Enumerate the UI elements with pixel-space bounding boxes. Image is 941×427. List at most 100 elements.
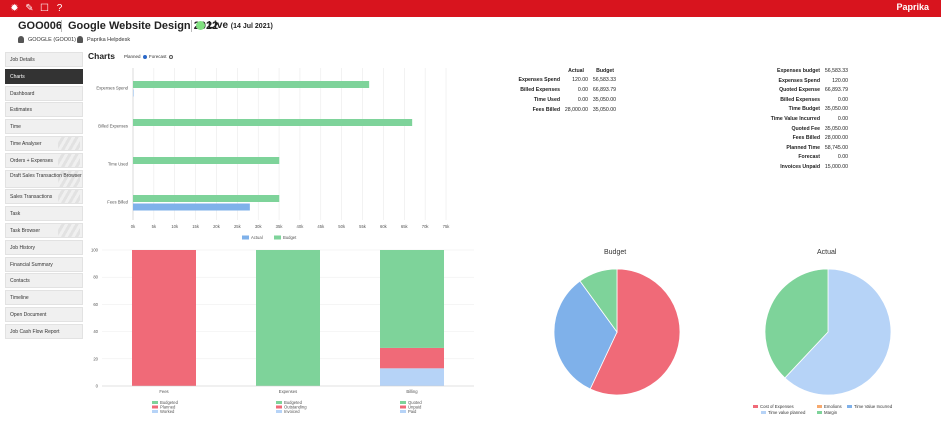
sidebar-item-orders-expenses[interactable]: Orders + Expenses: [5, 152, 83, 168]
sidebar-item-charts[interactable]: Charts: [5, 68, 83, 84]
legend-swatch: [276, 410, 282, 413]
summary-row-label: Expenses Spend: [518, 77, 560, 83]
detail-row-label: Quoted Expense: [779, 87, 820, 94]
help-icon[interactable]: ?: [56, 3, 63, 14]
sidebar-item-label: Financial Summary: [10, 261, 53, 268]
detail-row-label: Time Budget: [788, 106, 820, 113]
legend-label: Unpaid: [408, 405, 422, 410]
stack-segment-unpaid: [380, 347, 444, 369]
budget-pie-chart: [553, 268, 681, 396]
page-title: Charts: [88, 51, 115, 61]
legend-label: Paid: [408, 409, 417, 414]
detail-row-label: Billed Expenses: [780, 96, 820, 103]
pie-slice-time-value-planned: [784, 268, 892, 396]
sidebar-item-label: Time: [10, 124, 21, 131]
stack-segment-budgeted: [256, 250, 320, 386]
sidebar-item-label: Timeline: [10, 295, 29, 302]
category-label: Fees: [159, 389, 168, 394]
sidebar-item-time-analyser[interactable]: Time Analyser: [5, 135, 83, 151]
x-tick-label: 5k: [152, 224, 157, 229]
contact-link[interactable]: Paprika Helpdesk: [87, 37, 131, 43]
legend-label: Budgeted: [284, 400, 303, 405]
summary-row-label: Time Used: [533, 97, 560, 103]
sidebar-item-open-document[interactable]: Open Document: [5, 306, 83, 322]
planned-radio[interactable]: [142, 54, 147, 59]
job-header: GOO006 Google Website Design 2022 Live (…: [0, 17, 941, 47]
budget-bar: [133, 157, 280, 164]
x-tick-label: 45k: [317, 224, 325, 229]
sidebar-item-contacts[interactable]: Contacts: [5, 273, 83, 289]
chevron-pattern: [58, 190, 80, 204]
forecast-label: Forecast: [149, 54, 167, 59]
detail-row-value: 120.00: [832, 77, 848, 84]
client-link[interactable]: GOOGLE (GOO01): [28, 37, 76, 43]
y-tick-label: 100: [91, 248, 99, 253]
sidebar-item-label: Dashboard: [10, 90, 35, 97]
sidebar-item-estimates[interactable]: Estimates: [5, 102, 83, 118]
legend-swatch: [400, 401, 406, 404]
detail-row-label: Time Value Incurred: [770, 116, 820, 122]
y-tick-label: 0: [96, 384, 99, 389]
pie-legend-item: Cost of Expenses: [753, 404, 794, 409]
window-icon[interactable]: ☐: [40, 3, 49, 14]
sidebar-item-dashboard[interactable]: Dashboard: [5, 85, 83, 101]
legend-swatch: [817, 405, 822, 409]
chevron-pattern: [58, 170, 80, 187]
detail-row-label: Invoices Unpaid: [780, 164, 820, 170]
x-tick-label: 15k: [192, 224, 200, 229]
edit-icon[interactable]: ✎: [25, 3, 34, 14]
chevron-pattern: [58, 153, 80, 167]
legend-label: Budgeted: [160, 400, 179, 405]
sidebar-item-job-details[interactable]: Job Details: [5, 52, 83, 67]
status-date: (14 Jul 2021): [230, 23, 273, 30]
detail-row-label: Expenses budget: [777, 68, 820, 74]
legend-swatch: [761, 411, 766, 415]
summary-row-label: Fees Billed: [532, 107, 560, 113]
forecast-radio[interactable]: [168, 54, 173, 59]
x-tick-label: 40k: [297, 224, 305, 229]
sidebar-item-task-browser[interactable]: Task Browser: [5, 222, 83, 238]
sidebar-item-job-cash-flow-report[interactable]: Job Cash Flow Report: [5, 323, 83, 339]
sidebar-item-label: Draft Sales Transaction Browser: [10, 172, 82, 179]
detail-row-label: Planned Time: [786, 144, 820, 151]
stack-segment-quoted: [380, 250, 444, 348]
x-tick-label: 10k: [171, 224, 179, 229]
sidebar-item-label: Job Cash Flow Report: [10, 328, 60, 335]
category-label: Expenses Spend: [96, 86, 128, 91]
status-label: Live: [208, 20, 229, 31]
legend-label: Outstanding: [284, 405, 307, 410]
sidebar-item-label: Task: [10, 211, 21, 218]
detail-row-value: 35,050.00: [824, 125, 848, 132]
contact-icon: [77, 36, 83, 43]
col-budget: Budget: [596, 68, 614, 74]
sidebar-item-time[interactable]: Time: [5, 119, 83, 135]
x-tick-label: 50k: [338, 224, 346, 229]
pie-slice-time-value-incurred: [553, 280, 618, 390]
x-tick-label: 20k: [213, 224, 221, 229]
x-tick-label: 35k: [276, 224, 284, 229]
sidebar-item-timeline[interactable]: Timeline: [5, 290, 83, 306]
y-tick-label: 80: [93, 275, 98, 280]
summary-row-actual: 0.00: [577, 97, 588, 103]
sidebar-item-label: Charts: [10, 73, 25, 80]
summary-row-label: Billed Expenses: [520, 87, 560, 93]
legend-swatch: [152, 401, 158, 404]
pie-slice-margin: [764, 268, 829, 379]
budget-pie-title: Budget: [604, 249, 627, 256]
sidebar-item-sales-transactions[interactable]: Sales Transactions: [5, 189, 83, 205]
sidebar-item-draft-sales-transaction-browser[interactable]: Draft Sales Transaction Browser: [5, 169, 83, 188]
legend-swatch: [400, 410, 406, 413]
sidebar-item-label: Time Analyser: [10, 140, 42, 147]
legend-budget-swatch: [274, 235, 281, 240]
settings-icon[interactable]: ✹: [10, 3, 19, 14]
sidebar-item-label: Contacts: [10, 278, 30, 285]
sidebar-item-job-history[interactable]: Job History: [5, 239, 83, 255]
legend-swatch: [152, 405, 158, 409]
sidebar-item-financial-summary[interactable]: Financial Summary: [5, 256, 83, 272]
pie-legend-item: Time value planned: [761, 410, 805, 415]
legend-actual-swatch: [242, 235, 249, 240]
sidebar-item-label: Estimates: [10, 107, 32, 114]
summary-row-budget: 35,050.00: [592, 97, 616, 103]
sidebar-item-task[interactable]: Task: [5, 206, 83, 222]
detail-row-value: 15,000.00: [824, 164, 848, 170]
